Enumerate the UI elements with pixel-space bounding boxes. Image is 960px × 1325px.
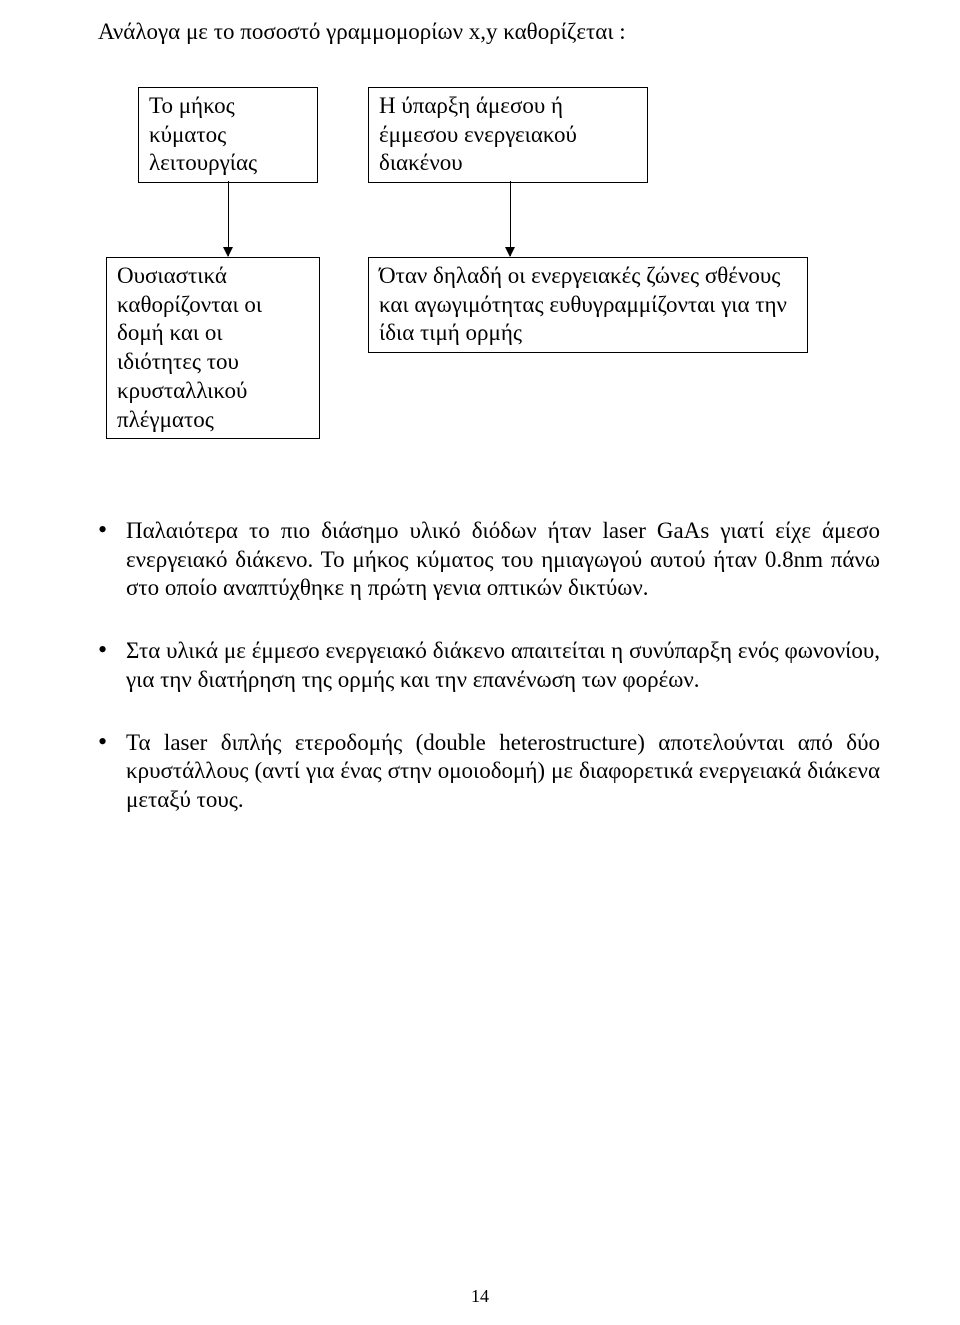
diagram-box-bandgap-type: Η ύπαρξη άμεσου ή έμμεσου ενεργειακού δι…	[368, 87, 648, 183]
diagram-box-crystal-structure: Ουσιαστικά καθορίζονται οι δομή και οι ι…	[106, 257, 320, 440]
section-heading: Ανάλογα με το ποσοστό γραμμομορίων x,y κ…	[98, 18, 880, 47]
list-item: Παλαιότερα το πιο διάσημο υλικό διόδων ή…	[98, 517, 880, 603]
page: Ανάλογα με το ποσοστό γραμμομορίων x,y κ…	[0, 0, 960, 1325]
page-number: 14	[0, 1285, 960, 1308]
list-item: Τα laser διπλής ετεροδομής (double heter…	[98, 729, 880, 815]
arrow-icon	[510, 181, 511, 256]
arrow-icon	[228, 181, 229, 256]
diagram-box-wavelength: Το μήκος κύματος λειτουργίας	[138, 87, 318, 183]
diagram-box-band-alignment: Όταν δηλαδή οι ενεργειακές ζώνες σθένους…	[368, 257, 808, 353]
bullet-list: Παλαιότερα το πιο διάσημο υλικό διόδων ή…	[98, 517, 880, 815]
flow-diagram: Το μήκος κύματος λειτουργίας Η ύπαρξη άμ…	[98, 87, 880, 407]
list-item: Στα υλικά με έμμεσο ενεργειακό διάκενο α…	[98, 637, 880, 695]
